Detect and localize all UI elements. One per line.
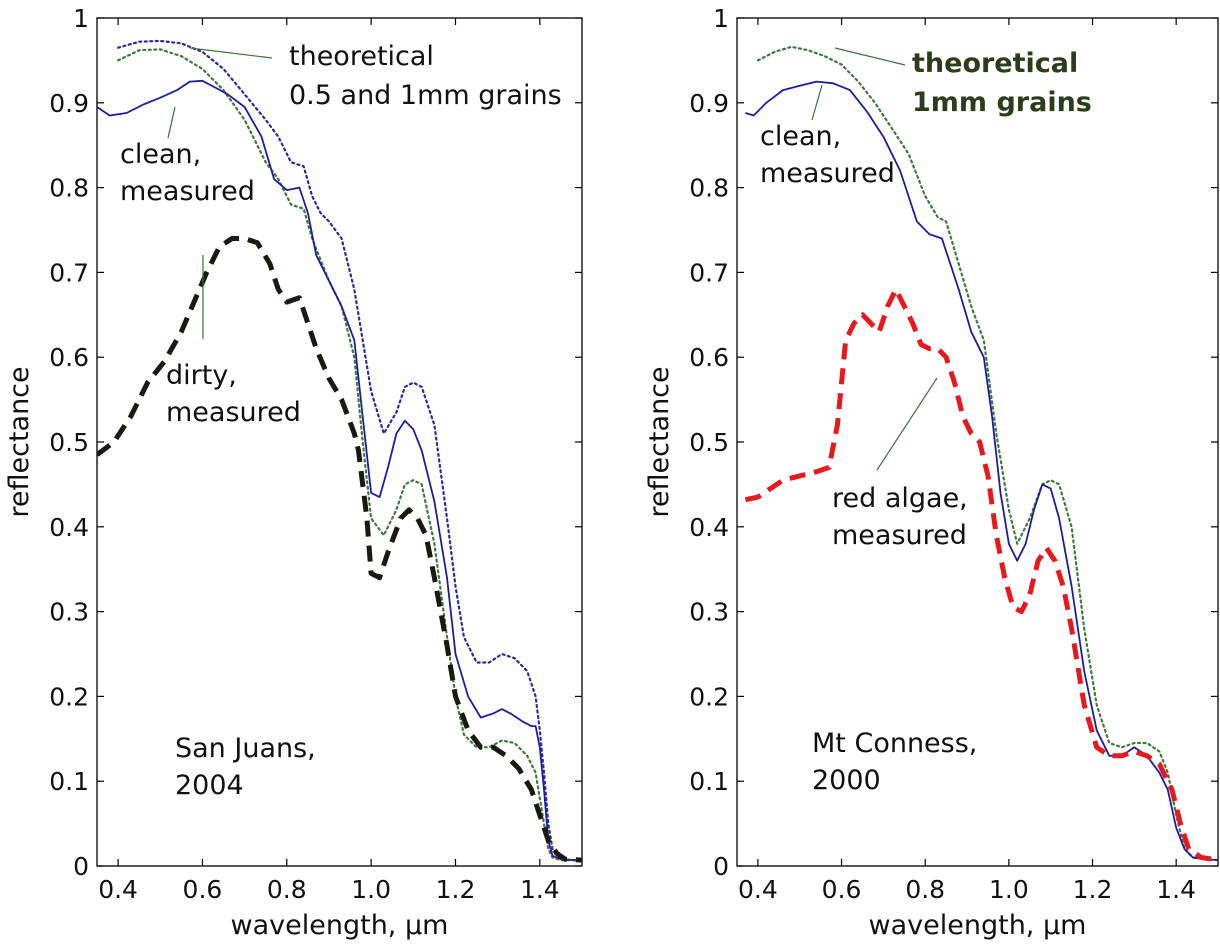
annotation-location-line1: San Juans, bbox=[175, 733, 316, 764]
annotation-location-line2: 2004 bbox=[175, 770, 244, 801]
annotation-red-algae-line2: measured bbox=[832, 520, 967, 551]
annotation-leader-red-algae bbox=[876, 377, 938, 471]
annotation-dirty-line2: measured bbox=[166, 397, 301, 428]
series-line-clean-measured bbox=[97, 79, 582, 861]
y-tick-label: 0.7 bbox=[49, 258, 89, 287]
y-axis-label: reflectance bbox=[644, 366, 675, 517]
y-tick-label: 0.4 bbox=[689, 513, 729, 542]
annotation-theoretical-line1: theoretical bbox=[289, 41, 434, 72]
series-line-theoretical-1mm bbox=[117, 48, 582, 862]
y-tick-label: 0.6 bbox=[689, 343, 729, 372]
y-tick-label: 0.8 bbox=[49, 174, 89, 203]
chart-panel-san-juans: 0 0.1 0.2 0.3 0.4 0.5 0.6 0.7 0.8 0.9 1 0.4 0.6 0.8 1.… bbox=[4, 4, 583, 941]
annotation-clean-line1: clean, bbox=[120, 139, 201, 170]
y-tick-label: 0.2 bbox=[49, 682, 89, 711]
annotation-theoretical-line1: theoretical bbox=[912, 48, 1078, 79]
y-tick-label: 0.1 bbox=[49, 767, 89, 796]
x-tick-label: 1.2 bbox=[436, 875, 476, 904]
x-tick-label: 0.6 bbox=[183, 875, 223, 904]
y-tick-label: 0.5 bbox=[49, 428, 89, 457]
x-tick-label: 0.6 bbox=[822, 875, 862, 904]
annotation-theoretical-line2: 0.5 and 1mm grains bbox=[289, 80, 562, 111]
x-axis-label: wavelength, µm bbox=[231, 910, 449, 941]
series-line-theoretical-05mm bbox=[117, 39, 582, 862]
annotation-red-algae-line1: red algae, bbox=[832, 483, 968, 514]
x-tick-label: 0.4 bbox=[98, 875, 138, 904]
annotation-dirty-line1: dirty, bbox=[166, 360, 237, 391]
y-tick-label: 0.6 bbox=[49, 343, 89, 372]
series-line-clean-measured bbox=[745, 80, 1218, 861]
annotation-theoretical-line2: 1mm grains bbox=[912, 87, 1092, 118]
x-axis-label: wavelength, µm bbox=[869, 910, 1087, 941]
y-tick-label: 1 bbox=[713, 4, 729, 33]
series-line-dirty-measured bbox=[97, 236, 582, 863]
annotation-clean-line2: measured bbox=[120, 176, 255, 207]
y-tick-label: 0.5 bbox=[689, 428, 729, 457]
y-axis-label: reflectance bbox=[4, 366, 35, 517]
y-tick-label: 0.9 bbox=[689, 89, 729, 118]
x-tick-label: 0.8 bbox=[905, 875, 945, 904]
series-line-theoretical-1mm bbox=[756, 45, 1218, 862]
annotation-leader-theoretical bbox=[834, 47, 906, 66]
x-tick-label: 1.0 bbox=[989, 875, 1029, 904]
series-line-red-algae-measured bbox=[744, 286, 1218, 863]
annotation-location-line2: 2000 bbox=[812, 765, 881, 796]
annotation-clean-line1: clean, bbox=[760, 121, 841, 152]
y-tick-label: 0.9 bbox=[49, 89, 89, 118]
y-tick-label: 0.2 bbox=[689, 682, 729, 711]
annotation-clean-line2: measured bbox=[760, 158, 895, 189]
annotation-leader-clean bbox=[167, 106, 176, 139]
y-tick-label: 0 bbox=[73, 852, 89, 881]
y-tick-label: 0.4 bbox=[49, 513, 89, 542]
series-group bbox=[97, 39, 582, 863]
series-group bbox=[744, 45, 1218, 863]
y-tick-label: 0 bbox=[713, 852, 729, 881]
x-tick-label: 1.4 bbox=[1156, 875, 1196, 904]
annotation-leader-clean bbox=[811, 84, 823, 121]
x-tick-label: 0.4 bbox=[738, 875, 778, 904]
y-tick-label: 1 bbox=[73, 4, 89, 33]
y-tick-label: 0.3 bbox=[689, 598, 729, 627]
annotation-leader-theoretical bbox=[189, 47, 273, 59]
x-tick-label: 1.0 bbox=[351, 875, 391, 904]
x-tick-label: 1.2 bbox=[1073, 875, 1113, 904]
y-tick-label: 0.1 bbox=[689, 767, 729, 796]
y-tick-label: 0.7 bbox=[689, 258, 729, 287]
chart-panel-mt-conness: 0 0.1 0.2 0.3 0.4 0.5 0.6 0.7 0.8 0.9 1 0.4 0.6 0.8 1.… bbox=[644, 4, 1219, 941]
y-tick-label: 0.3 bbox=[49, 598, 89, 627]
x-tick-label: 0.8 bbox=[267, 875, 307, 904]
x-tick-label: 1.4 bbox=[520, 875, 560, 904]
y-tick-label: 0.8 bbox=[689, 174, 729, 203]
annotation-location-line1: Mt Conness, bbox=[812, 728, 977, 759]
